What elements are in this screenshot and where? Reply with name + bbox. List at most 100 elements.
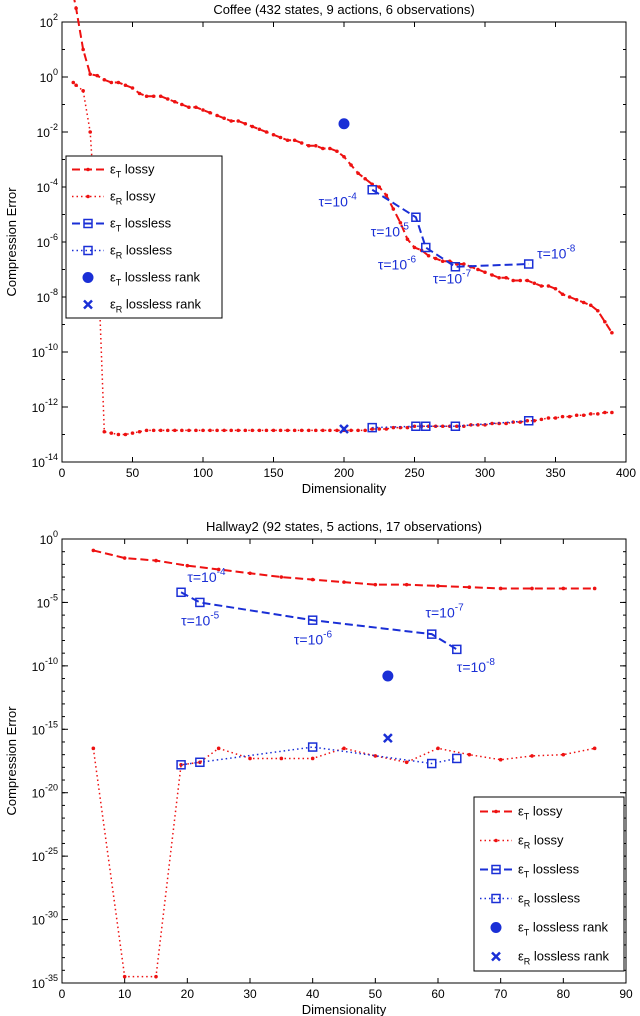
y-tick-label: 102 [40,12,58,30]
legend-label: εT lossless rank [518,920,609,938]
data-point [271,428,276,433]
series-0 [73,0,614,335]
tau-annotation-exponent: -4 [217,567,226,578]
data-point [561,752,566,757]
data-point [581,300,586,305]
y-tick-exponent: -14 [45,452,58,462]
x-tick-label: 80 [557,987,571,1001]
x-tick-label: 0 [59,466,66,480]
legend-epsilon: ε [110,162,116,177]
data-point [314,143,318,148]
y-tick-label: 10-10 [32,342,58,360]
y-tick-label: 10-30 [32,910,58,928]
data-point [490,421,494,426]
data-point [88,72,92,77]
data-point [539,417,544,422]
y-tick-base: 10 [32,787,46,801]
x-tick-label: 10 [118,987,132,1001]
legend-label: εT lossless [110,216,172,234]
data-point [151,94,156,99]
data-point [83,299,93,310]
data-point [208,110,212,115]
data-point [356,171,360,176]
data-point [342,154,346,159]
data-point [546,284,551,288]
data-point [180,102,184,107]
legend-suffix: lossless rank [122,297,201,312]
data-point [88,130,92,134]
y-tick-base: 10 [32,914,46,928]
data-point [74,83,78,88]
legend-subscript: R [524,957,531,967]
data-point [462,262,466,266]
data-point [567,414,572,419]
coffee-chart: Coffee (432 states, 9 actions, 6 observa… [4,0,636,496]
tau-annotation-text: τ=10 [181,612,210,628]
data-point [498,757,503,762]
legend-epsilon: ε [518,891,524,906]
data-point [243,428,248,433]
y-tick-base: 10 [37,181,51,195]
series-3 [176,742,462,770]
data-point [411,421,421,431]
tau-annotation-exponent: -5 [210,610,219,621]
x-tick-label: 150 [263,466,283,480]
data-point [592,586,597,591]
data-point [102,77,107,82]
tau-annotation: τ=10-7 [425,603,464,621]
data-point [299,141,304,145]
data-point [404,582,409,587]
data-point [310,756,315,761]
data-point [440,424,445,429]
tau-annotation-text: τ=10 [294,631,323,647]
data-point [285,138,290,143]
data-point [151,428,156,433]
data-point [603,319,607,324]
data-point [377,185,382,189]
data-point [187,428,191,433]
data-point [339,424,349,434]
data-point [532,281,537,286]
data-point [338,118,350,130]
data-point [307,742,318,752]
data-point [130,431,135,435]
y-tick-exponent: 0 [53,529,58,539]
data-point [257,127,262,132]
y-tick-label: 100 [40,529,58,547]
data-point [86,167,90,172]
data-point [185,563,190,568]
tau-annotation: τ=10-7 [433,268,472,286]
data-point [122,556,127,560]
y-tick-base: 10 [37,596,51,610]
data-point [306,143,311,148]
data-point [144,428,149,433]
data-point [491,893,501,904]
data-point [264,130,269,134]
tau-annotation-text: τ=10 [319,193,348,209]
y-tick-exponent: -4 [50,177,58,187]
data-point [426,629,437,639]
data-point [436,584,440,588]
data-point [596,308,600,313]
legend-suffix: lossless [529,862,579,877]
data-point [236,119,241,123]
y-tick-exponent: -35 [45,973,58,983]
data-point [539,284,544,288]
data-point [215,428,219,433]
x-tick-label: 90 [619,987,633,1001]
y-tick-exponent: -10 [45,342,58,352]
y-tick-exponent: -10 [45,656,58,666]
legend-suffix: lossless [530,891,580,906]
y-tick-base: 10 [32,456,46,470]
series-5 [382,733,393,744]
data-point [494,809,498,814]
data-point [264,428,269,433]
data-point [452,644,462,655]
data-point [553,416,558,420]
data-point [123,83,128,88]
data-point [363,428,367,433]
data-point [176,587,186,598]
x-axis-label: Dimensionality [302,481,387,496]
